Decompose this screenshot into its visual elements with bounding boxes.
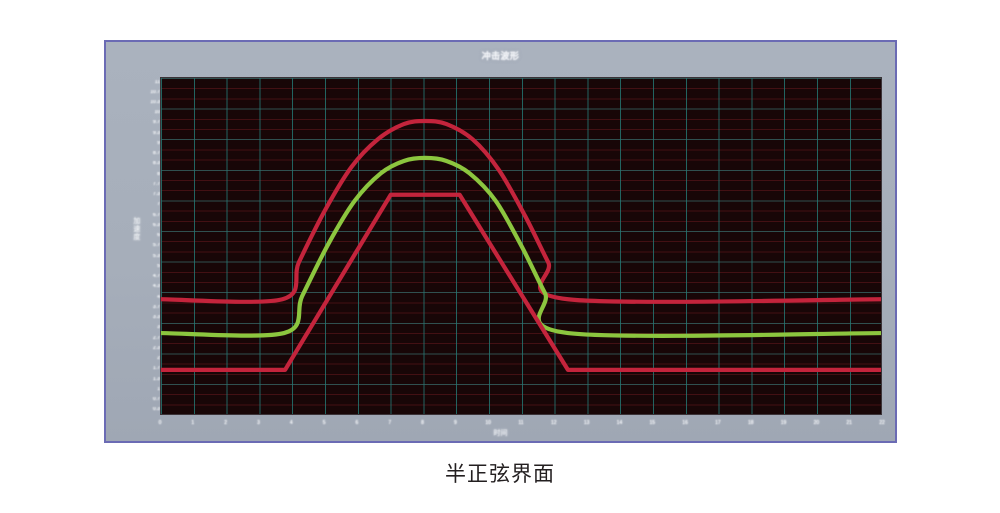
y-tick-label: 1.7 — [153, 366, 160, 371]
y-tick-label: 1 — [157, 386, 160, 391]
x-tick-label: 6 — [355, 420, 359, 426]
figure-caption: 半正弦界面 — [445, 462, 555, 486]
window-panel: 冲击波形 加速度 11 10.7 10.3 10 9.7 9.3 9 8.7 8.3 8 7.7 7.… — [106, 42, 895, 441]
y-tick-label: 9.3 — [153, 130, 160, 135]
x-tick-label: 17 — [715, 420, 721, 426]
x-tick-label: 9 — [453, 420, 457, 426]
x-tick-label: 19 — [780, 420, 787, 426]
series-line — [161, 192, 881, 373]
y-tick-label: 4.3 — [153, 284, 160, 289]
y-tick-label: 6 — [157, 233, 160, 238]
y-tick-label: 7 — [157, 202, 160, 207]
y-tick-label: 9.7 — [153, 120, 160, 125]
x-tick-label: 14 — [616, 420, 623, 426]
x-tick-label: 1 — [191, 420, 195, 426]
x-tick-label: 10 — [485, 420, 491, 426]
y-tick-label: 3.3 — [153, 315, 160, 320]
x-tick-label: 11 — [518, 420, 524, 426]
y-tick-label: 10.3 — [150, 99, 160, 104]
y-tick-label: 8.3 — [153, 161, 160, 166]
x-tick-label: 20 — [813, 420, 820, 426]
x-tick-label: 4 — [289, 420, 293, 426]
y-tick-label: 11 — [154, 79, 160, 84]
y-tick-label: 6.7 — [153, 212, 160, 217]
x-tick-label: 16 — [682, 420, 688, 426]
x-tick-label: 0 — [158, 420, 162, 426]
y-tick-label: 8 — [157, 171, 160, 176]
y-tick-label: 0.3 — [153, 407, 160, 412]
y-tick-label: 4 — [157, 294, 160, 299]
x-tick-label: 15 — [649, 420, 656, 426]
x-tick-label: 3 — [257, 420, 260, 426]
y-tick-label: 4.7 — [153, 274, 160, 279]
x-tick-label: 13 — [583, 420, 590, 426]
x-axis-label: 时间 — [493, 430, 508, 437]
series-line — [161, 118, 881, 304]
y-tick-label: 6.3 — [153, 222, 160, 227]
series-line — [161, 155, 881, 338]
y-tick-label: 2.3 — [153, 345, 160, 350]
x-tick-label: 5 — [322, 420, 326, 426]
x-tick-label: 7 — [388, 420, 392, 426]
x-tick-label: 12 — [551, 420, 557, 426]
instrument-window: 冲击波形 加速度 11 10.7 10.3 10 9.7 9.3 9 8.7 8.3 8 7.7 7.… — [104, 40, 897, 443]
y-tick-label: 1.3 — [153, 376, 160, 381]
y-tick-label: 10.7 — [150, 89, 160, 94]
x-tick-label: 21 — [846, 420, 852, 426]
y-tick-label: 9 — [157, 140, 160, 145]
y-axis-label: 加速度 — [133, 218, 141, 241]
y-tick-label: 5.7 — [153, 243, 160, 248]
series-group — [161, 118, 881, 373]
y-tick-label: 8.7 — [153, 151, 160, 156]
y-tick-label: 7.7 — [153, 181, 160, 186]
waveform-layer — [161, 78, 881, 414]
x-tick-label: 8 — [421, 420, 424, 426]
waveform-curves — [161, 118, 881, 373]
y-tick-label: 3 — [157, 325, 160, 330]
x-tick-label: 2 — [224, 420, 228, 426]
chart-title: 冲击波形 — [481, 51, 520, 61]
x-tick-label: 18 — [747, 420, 754, 426]
y-tick-label: 5.3 — [153, 253, 160, 258]
plot-area — [160, 77, 882, 415]
y-tick-label: 3.7 — [153, 304, 160, 309]
y-tick-label: 2.7 — [153, 335, 160, 340]
y-tick-label: 7.3 — [153, 192, 160, 197]
x-axis-tick-labels: 0 1 2 3 4 5 6 7 8 9 10 11 12 13 14 15 16 17 18 19 20 21 22 — [159, 419, 885, 428]
x-tick-label: 22 — [879, 420, 885, 426]
y-tick-label: 5 — [157, 263, 160, 268]
y-axis-tick-labels: 11 10.7 10.3 10 9.7 9.3 9 8.7 8.3 8 7.7 7.3 7 6.7 6.3 6… — [146, 77, 160, 415]
y-tick-label: 2 — [157, 356, 160, 361]
y-tick-label: 10 — [154, 110, 160, 115]
y-tick-label: 0.7 — [153, 397, 160, 401]
